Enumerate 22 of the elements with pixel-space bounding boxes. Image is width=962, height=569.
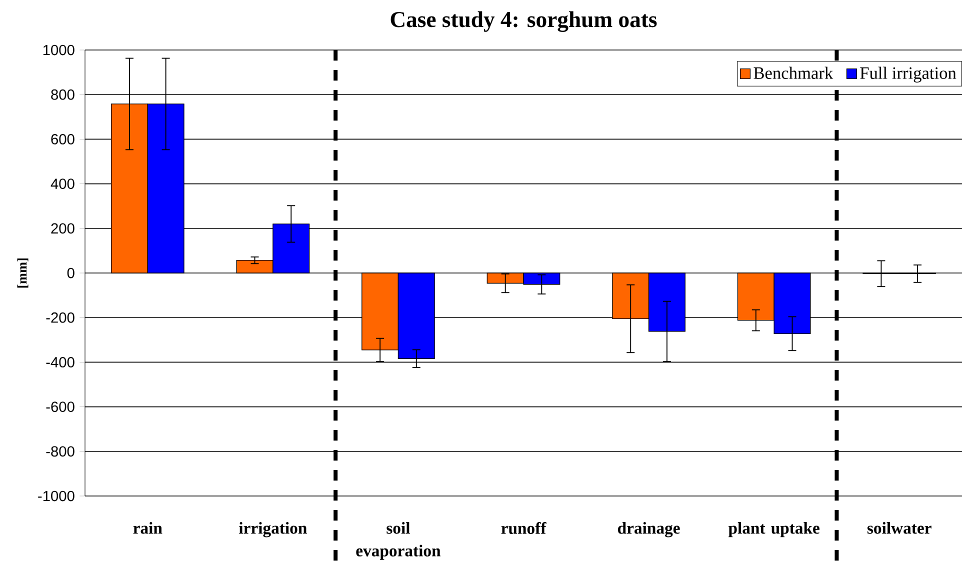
x-tick-label: soil evaporation <box>356 522 441 560</box>
x-tick-label: irrigation <box>239 522 307 538</box>
x-tick-label: drainage <box>618 522 680 538</box>
y-tick-label: 0 <box>67 268 74 278</box>
x-tick-label: soilwater <box>867 522 932 534</box>
y-tick-label: 600 <box>51 134 74 144</box>
y-tick-label: 400 <box>50 178 74 189</box>
legend-label: Full irrigation <box>860 66 956 83</box>
x-tick-label: rain <box>133 522 162 534</box>
x-tick-label: runoff <box>501 522 546 534</box>
legend-label: Benchmark <box>754 66 834 79</box>
y-tick-label: 200 <box>51 223 74 234</box>
y-tick-label: -200 <box>46 312 74 323</box>
y-tick-label: -600 <box>46 402 74 412</box>
y-tick-label: -400 <box>46 357 74 368</box>
y-tick-label: 800 <box>51 89 74 100</box>
y-tick-label: 1000 <box>43 44 74 56</box>
y-tick-label: -800 <box>46 446 74 457</box>
chart-title: Case study 4: sorghum oats <box>390 11 657 32</box>
y-tick-label: -1000 <box>38 490 74 502</box>
x-tick-label: plant uptake <box>728 522 820 538</box>
y-axis-title: [mm] <box>17 258 28 288</box>
